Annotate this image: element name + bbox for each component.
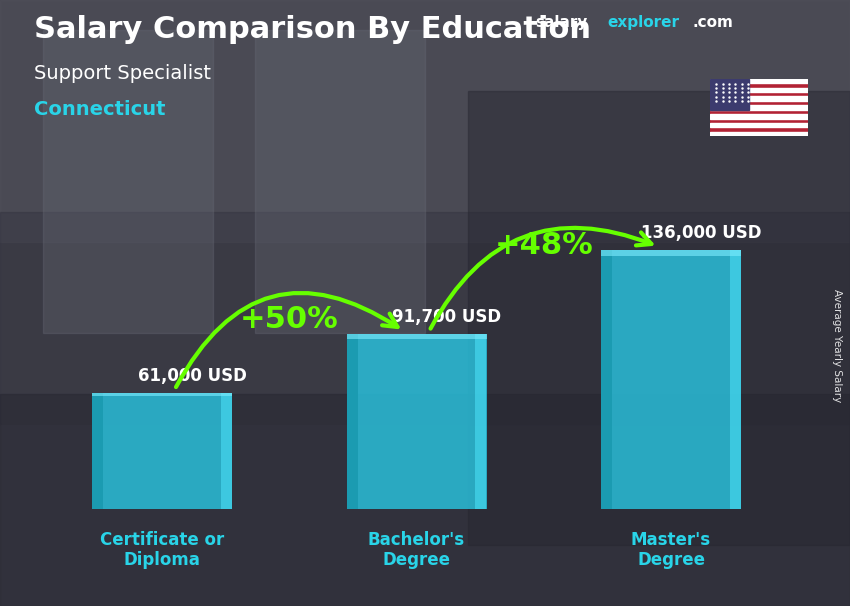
Text: salary: salary [536, 15, 588, 30]
Bar [475, 335, 486, 509]
Bar [347, 335, 486, 339]
Bar [710, 123, 808, 127]
Bar [710, 88, 808, 92]
Bar [92, 393, 232, 509]
Text: +50%: +50% [240, 305, 338, 335]
Bar [710, 79, 749, 110]
Text: Average Yearly Salary: Average Yearly Salary [832, 289, 842, 402]
Text: explorer: explorer [608, 15, 680, 30]
Bar [0, 0, 850, 242]
Text: 91,700 USD: 91,700 USD [393, 308, 502, 326]
Bar [347, 335, 486, 509]
Bar [601, 250, 612, 509]
Text: .com: .com [693, 15, 734, 30]
Bar [710, 105, 808, 110]
Bar [601, 250, 741, 256]
Text: Support Specialist: Support Specialist [34, 64, 211, 82]
Text: 136,000 USD: 136,000 USD [642, 224, 762, 242]
Bar [347, 335, 358, 509]
Bar [0, 212, 850, 424]
Bar [255, 30, 425, 333]
Text: 61,000 USD: 61,000 USD [138, 367, 247, 385]
Bar [468, 91, 850, 545]
Bar [42, 30, 212, 333]
Bar [710, 114, 808, 119]
Text: Salary Comparison By Education: Salary Comparison By Education [34, 15, 591, 44]
Bar [710, 132, 808, 136]
Text: +48%: +48% [495, 231, 593, 261]
Bar [92, 393, 103, 509]
Bar [92, 393, 232, 396]
Bar [221, 393, 232, 509]
Bar [710, 96, 808, 101]
Bar [601, 250, 741, 509]
Text: Connecticut: Connecticut [34, 100, 166, 119]
Bar [0, 394, 850, 606]
Bar [710, 79, 808, 83]
Bar [730, 250, 741, 509]
